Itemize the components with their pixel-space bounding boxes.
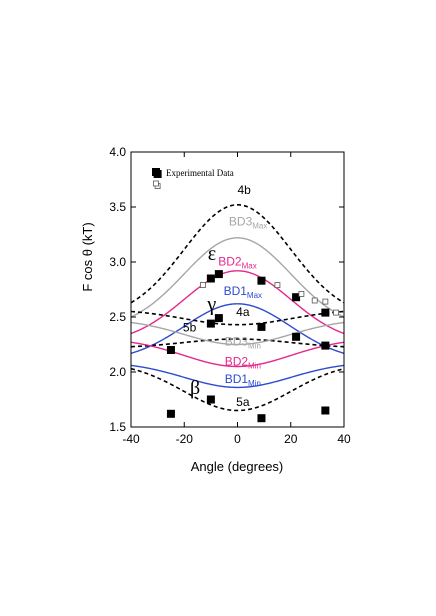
data-point [321,308,330,317]
x-tick-label: 40 [337,432,351,446]
annotation-label: γ [206,293,216,315]
curve-label-4a: 4a [236,305,250,319]
axes-layer: -40 -20 0 20 40 1.5 2.0 2.5 3.0 3.5 4.0 [109,145,351,446]
data-point [206,274,215,283]
legend-label: Experimental Data [166,168,234,178]
x-tick-label: 20 [284,432,298,446]
curve-4a [131,310,344,326]
open-data-point [274,282,281,289]
curve-5b [131,338,344,348]
data-point [214,270,223,279]
curve-bd1min [131,364,344,389]
data-point [214,314,223,323]
curve-label-bd1min: BD1Min [225,372,261,388]
y-tick-label: 1.5 [109,420,126,434]
data-point [166,346,175,354]
curve-bd2max [131,270,344,335]
legend-marker-open [153,180,159,187]
x-tick-label: -20 [176,432,194,446]
y-axis-label: F cos θ (kT) [80,222,95,291]
data-point [257,322,266,331]
curve-5a [131,367,344,412]
y-tick-label: 2.0 [109,365,126,379]
annotations-layer: ε γ β [190,243,216,399]
data-point [166,409,175,418]
curves-layer [131,203,344,412]
curve-label-5b: 5b [183,320,197,334]
x-tick-label: 0 [234,432,241,446]
open-data-point [298,290,305,297]
curve-bd1max [131,303,344,354]
curve-label-bd2min: BD2Min [225,354,261,370]
y-tick-label: 3.5 [109,200,126,214]
legend: Experimental Data [152,168,234,187]
data-point [257,276,266,285]
curve-4b [131,203,344,304]
y-tick-label: 2.5 [109,310,126,324]
curve-labels-layer: 4b BD3Max BD2Max BD1Max 4a 5b BD3Min BD2Min BD1M… [183,183,267,409]
curve-label-bd2max: BD2Max [218,254,256,270]
annotation-label: ε [208,243,216,265]
y-tick-label: 4.0 [109,145,126,159]
y-tick-label: 3.0 [109,255,126,269]
curve-bd3max [131,237,344,318]
x-axis-label: Angle (degrees) [191,459,284,474]
curve-bd3min [131,321,344,346]
legend-marker-filled [152,168,160,176]
annotation-label: β [190,377,200,399]
data-point [292,332,301,341]
data-point [321,341,330,350]
open-data-point [322,298,329,305]
data-point [292,293,301,302]
data-point [206,395,215,404]
curve-label-bd3max: BD3Max [229,215,267,231]
curve-label-5a: 5a [236,395,250,409]
data-point [321,406,330,415]
open-data-point [311,297,318,304]
data-point [257,414,266,423]
curve-bd2min [131,341,344,368]
curve-label-4b: 4b [237,183,251,197]
series-layer [153,170,339,423]
data-point [206,319,215,328]
curve-label-bd1max: BD1Max [224,284,262,300]
open-data-point [333,309,339,316]
curve-label-bd3min: BD3Min [225,335,261,351]
open-data-point [199,282,206,289]
x-tick-label: -40 [122,432,140,446]
